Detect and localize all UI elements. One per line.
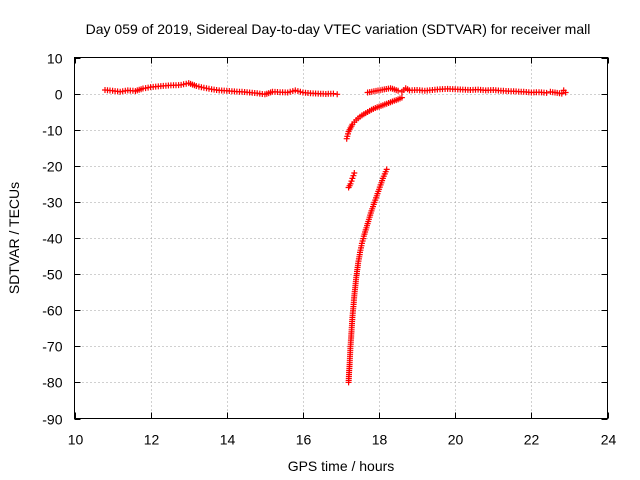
- data-point: [330, 90, 337, 97]
- y-tick-label: -60: [42, 303, 62, 319]
- y-tick-label: -90: [42, 412, 62, 428]
- x-axis-label: GPS time / hours: [288, 458, 395, 474]
- y-tick-label: 10: [47, 51, 63, 67]
- chart-title: Day 059 of 2019, Sidereal Day-to-day VTE…: [86, 21, 591, 37]
- x-tick-label: 10: [68, 432, 84, 448]
- y-tick-label: -20: [42, 159, 62, 175]
- x-tick-label: 14: [220, 432, 236, 448]
- data-point: [562, 89, 569, 96]
- y-tick-label: -40: [42, 231, 62, 247]
- data-point: [398, 94, 405, 101]
- x-tick-label: 20: [448, 432, 464, 448]
- x-tick-label: 12: [144, 432, 160, 448]
- data-point: [350, 172, 357, 179]
- axis-ticks: 10 12 14 16 18 20 22 24 10 0 -10 -20 -30 -40 -50 -60 -70…: [42, 51, 616, 448]
- y-tick-label: -70: [42, 339, 62, 355]
- data-point: [334, 91, 341, 98]
- data-point: [348, 178, 355, 185]
- y-tick-label: -50: [42, 267, 62, 283]
- data-point: [395, 87, 402, 94]
- data-point: [351, 170, 358, 176]
- plot-frame: [74, 57, 608, 419]
- data-point: [349, 175, 356, 182]
- y-tick-label: -10: [42, 123, 62, 139]
- y-tick-label: 0: [55, 87, 63, 103]
- x-tick-label: 22: [524, 432, 540, 448]
- data-point: [347, 180, 354, 187]
- x-tick-label: 24: [601, 432, 617, 448]
- x-tick-label: 18: [372, 432, 388, 448]
- y-tick-label: -80: [42, 375, 62, 391]
- data-points: [102, 80, 569, 386]
- data-point: [383, 166, 390, 173]
- y-axis-label: SDTVAR / TECUs: [6, 182, 22, 294]
- grid-lines: [74, 57, 608, 419]
- x-tick-label: 16: [296, 432, 312, 448]
- data-point: [543, 89, 550, 96]
- data-point: [558, 90, 565, 97]
- y-tick-label: -30: [42, 195, 62, 211]
